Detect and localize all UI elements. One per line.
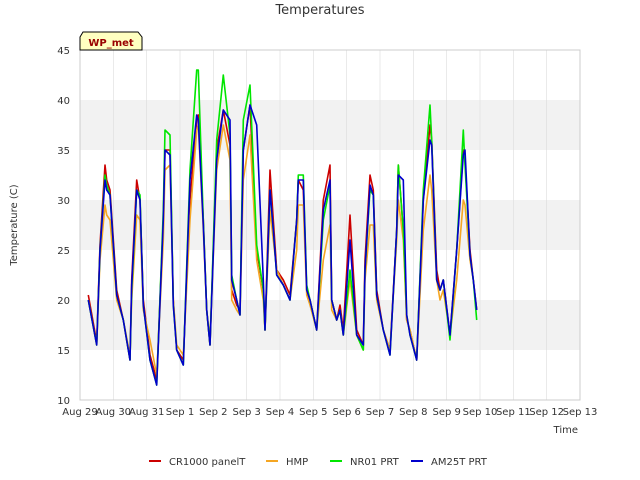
- y-tick-label: 25: [57, 246, 70, 257]
- y-tick-label: 15: [57, 346, 70, 357]
- y-axis-label: Temperature (C): [9, 184, 20, 266]
- chart-title: Temperatures: [274, 3, 364, 18]
- y-tick-label: 30: [57, 196, 70, 207]
- x-tick-label: Sep 10: [463, 407, 498, 418]
- x-axis-label: Time: [553, 425, 578, 436]
- x-tick-label: Sep 1: [166, 407, 194, 418]
- x-tick-label: Sep 8: [399, 407, 427, 418]
- site-label: WP_met: [88, 38, 134, 49]
- x-tick-label: Sep 4: [266, 407, 294, 418]
- plot-frame: [79, 49, 581, 401]
- x-tick-label: Sep 11: [496, 407, 531, 418]
- x-tick-label: Sep 13: [563, 407, 598, 418]
- x-tick-label: Sep 3: [232, 407, 260, 418]
- x-tick-label: Sep 6: [332, 407, 360, 418]
- x-tick-label: Aug 31: [129, 407, 164, 418]
- plot-band: [80, 50, 580, 100]
- legend: CR1000 panelT HMP NR01 PRT AM25T PRT: [149, 457, 488, 468]
- y-tick-label: 40: [57, 96, 70, 107]
- y-tick-label: 45: [57, 46, 70, 57]
- series-lines: [87, 69, 478, 386]
- series-line-am25t-prt: [87, 104, 478, 386]
- x-tick-label: Sep 12: [529, 407, 564, 418]
- plot-band: [80, 350, 580, 400]
- y-tick-label: 20: [57, 296, 70, 307]
- x-tick-label: Sep 9: [432, 407, 460, 418]
- x-tick-label: Sep 2: [199, 407, 227, 418]
- x-tick-label: Sep 7: [366, 407, 394, 418]
- y-axis-ticks: 10 15 20 25 30 35 40 45: [57, 46, 70, 407]
- plot-band: [80, 300, 580, 350]
- x-tick-label: Aug 30: [96, 407, 131, 418]
- site-label-box: WP_met: [79, 31, 143, 51]
- legend-label: AM25T PRT: [431, 457, 488, 468]
- x-tick-label: Sep 5: [299, 407, 327, 418]
- legend-label: CR1000 panelT: [169, 457, 246, 468]
- legend-label: HMP: [286, 457, 308, 468]
- y-tick-label: 35: [57, 146, 70, 157]
- x-tick-label: Aug 29: [62, 407, 97, 418]
- legend-label: NR01 PRT: [350, 457, 400, 468]
- y-tick-label: 10: [57, 396, 70, 407]
- site-label-shape: [79, 31, 143, 51]
- plot-band: [80, 100, 580, 150]
